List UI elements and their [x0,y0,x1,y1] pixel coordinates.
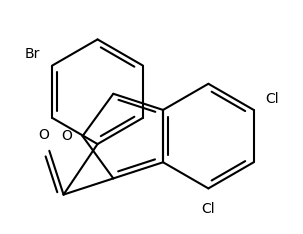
Text: Cl: Cl [201,202,215,216]
Text: Br: Br [24,47,39,61]
Text: O: O [39,128,50,142]
Text: Cl: Cl [265,92,279,106]
Text: O: O [62,129,72,143]
